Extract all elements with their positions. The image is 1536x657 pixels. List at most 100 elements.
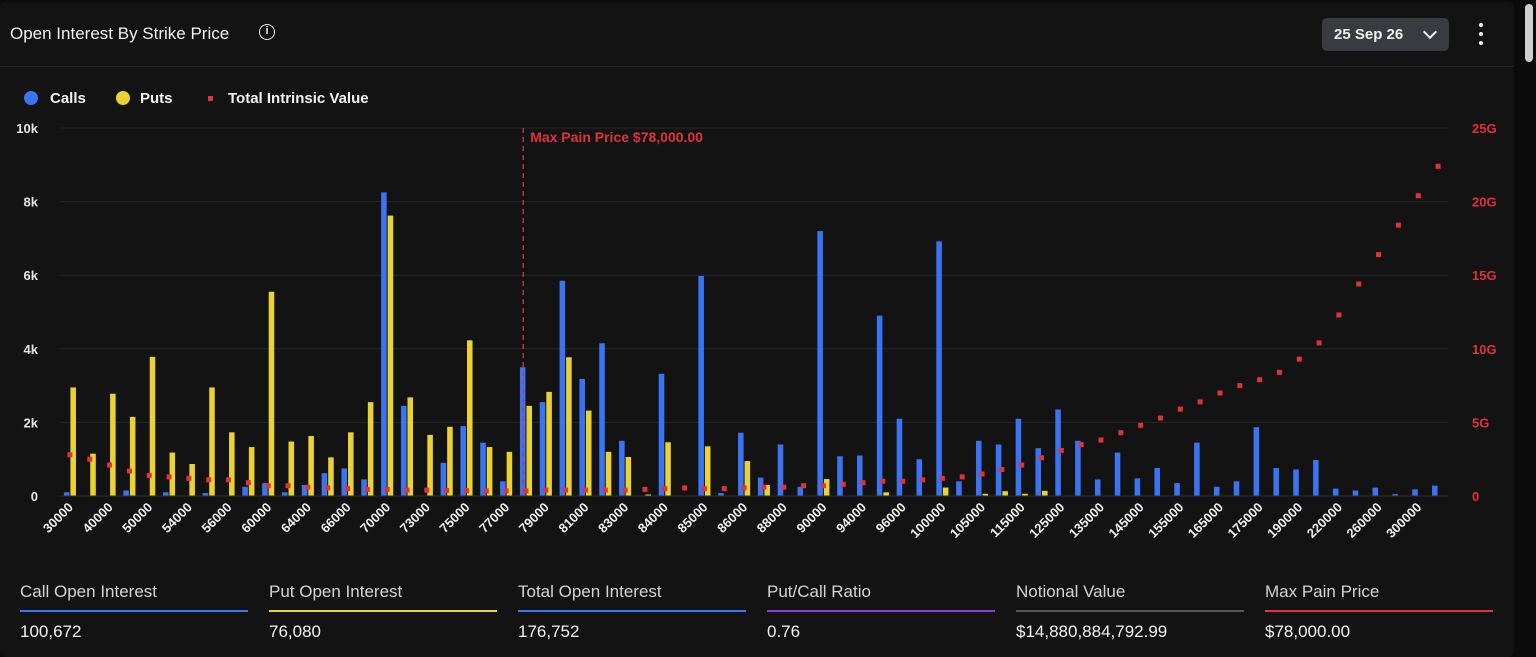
stat-label: Call Open Interest bbox=[20, 582, 158, 601]
intrinsic-value-point bbox=[1435, 163, 1441, 169]
call-bar bbox=[579, 378, 585, 496]
intrinsic-value-point bbox=[682, 485, 688, 491]
stat-card: Call Open Interest 100,672 bbox=[20, 572, 248, 652]
put-bar bbox=[169, 452, 176, 496]
open-interest-chart: 0 2k 4k 6k 8k 10k 0 5G 10G 15G 20G 25G Max Pain Pric… bbox=[16, 121, 1497, 541]
x-tick-label: 155000 bbox=[1145, 500, 1186, 541]
stat-underline bbox=[518, 610, 746, 612]
call-bar bbox=[381, 192, 387, 496]
put-bar bbox=[486, 447, 493, 496]
kebab-menu-icon[interactable] bbox=[1472, 20, 1490, 48]
x-tick-label: 66000 bbox=[317, 500, 353, 536]
stat-card: Put Open Interest 76,080 bbox=[269, 572, 497, 652]
y-tick-label-right: 20G bbox=[1472, 195, 1497, 210]
call-bar bbox=[500, 481, 506, 496]
stat-underline bbox=[767, 610, 995, 612]
intrinsic-value-point bbox=[1138, 422, 1144, 428]
call-bar bbox=[1352, 490, 1359, 496]
expiry-date-select[interactable]: 25 Sep 26 bbox=[1322, 18, 1449, 51]
expiry-date-value: 25 Sep 26 bbox=[1334, 26, 1404, 43]
call-bar bbox=[777, 444, 784, 496]
call-bar bbox=[1134, 478, 1141, 496]
intrinsic-value-point bbox=[701, 486, 707, 492]
put-bar bbox=[229, 432, 235, 496]
put-bar bbox=[585, 410, 592, 496]
intrinsic-value-point bbox=[840, 481, 846, 487]
scrollbar[interactable] bbox=[1522, 0, 1536, 657]
put-bar bbox=[189, 463, 195, 496]
puts-legend-dot bbox=[116, 91, 130, 105]
intrinsic-value-point bbox=[1118, 430, 1124, 436]
x-tick-label: 83000 bbox=[595, 500, 631, 536]
put-bar bbox=[665, 442, 671, 496]
intrinsic-value-point bbox=[226, 477, 232, 483]
x-tick-label: 75000 bbox=[436, 500, 472, 536]
y-tick-label-right: 5G bbox=[1472, 415, 1489, 430]
put-bar bbox=[526, 405, 533, 496]
put-bar bbox=[1002, 491, 1008, 496]
x-tick-label: 115000 bbox=[987, 500, 1028, 541]
call-bar bbox=[658, 373, 665, 496]
x-tick-label: 90000 bbox=[793, 500, 829, 536]
intrinsic-value-point bbox=[1157, 415, 1163, 421]
intrinsic-value-point bbox=[900, 478, 906, 484]
x-tick-label: 165000 bbox=[1185, 500, 1226, 541]
legend-label-calls: Calls bbox=[50, 90, 86, 107]
intrinsic-value-point bbox=[1019, 462, 1025, 468]
x-tick-label: 70000 bbox=[357, 500, 393, 536]
x-tick-label: 125000 bbox=[1026, 500, 1067, 541]
intrinsic-value-point bbox=[880, 478, 886, 484]
intrinsic-value-point bbox=[503, 488, 509, 494]
intrinsic-value-point bbox=[523, 488, 529, 494]
y-tick-label-left: 0 bbox=[31, 489, 38, 504]
intrinsic-value-point bbox=[424, 487, 430, 493]
call-bar bbox=[123, 490, 129, 496]
x-tick-label: 73000 bbox=[397, 500, 433, 536]
intrinsic-value-point bbox=[1197, 399, 1203, 405]
stat-value: 0.76 bbox=[767, 622, 801, 641]
put-bar bbox=[427, 434, 433, 496]
call-bar bbox=[817, 231, 823, 496]
call-bar bbox=[361, 479, 367, 496]
x-tick-label: 96000 bbox=[873, 500, 909, 536]
call-bar bbox=[539, 402, 546, 496]
intrinsic-value-point bbox=[67, 452, 73, 458]
intrinsic-value-point bbox=[285, 483, 291, 489]
stat-label: Put Open Interest bbox=[269, 582, 403, 601]
call-bar bbox=[559, 280, 566, 496]
intrinsic-value-point bbox=[325, 485, 331, 491]
intrinsic-value-point bbox=[1415, 193, 1421, 199]
call-bar bbox=[619, 440, 625, 496]
call-bar bbox=[698, 275, 704, 496]
call-bar bbox=[1114, 452, 1121, 496]
intrinsic-value-point bbox=[801, 483, 807, 489]
call-bar bbox=[1213, 486, 1220, 496]
put-bar bbox=[387, 215, 394, 497]
x-tick-label: 60000 bbox=[238, 500, 274, 536]
intrinsic-value-point bbox=[543, 487, 549, 493]
chart-title: Open Interest By Strike Price bbox=[10, 24, 230, 43]
y-tick-label-right: 10G bbox=[1472, 342, 1497, 357]
put-bar bbox=[704, 446, 711, 496]
x-tick-label: 135000 bbox=[1066, 500, 1107, 541]
intrinsic-value-point bbox=[999, 467, 1005, 473]
y-tick-label-right: 15G bbox=[1472, 268, 1497, 283]
x-tick-label: 88000 bbox=[754, 500, 790, 536]
intrinsic-value-point bbox=[741, 485, 747, 491]
put-bar bbox=[447, 426, 453, 496]
stats-row: Call Open Interest 100,672 Put Open Intere… bbox=[0, 572, 1514, 657]
info-icon[interactable]: i bbox=[259, 24, 275, 40]
stat-card: Put/Call Ratio 0.76 bbox=[767, 572, 995, 652]
put-bar bbox=[328, 457, 334, 496]
intrinsic-value-point bbox=[1316, 340, 1322, 346]
put-bar bbox=[149, 356, 156, 496]
put-bar bbox=[625, 456, 632, 496]
x-tick-label: 77000 bbox=[476, 500, 512, 536]
put-bar bbox=[348, 432, 354, 496]
call-bar bbox=[1273, 468, 1279, 496]
scrollbar-thumb[interactable] bbox=[1525, 4, 1533, 62]
stat-card: Notional Value $14,880,884,792.99 bbox=[1016, 572, 1244, 652]
x-tick-label: 84000 bbox=[635, 500, 671, 536]
call-bar bbox=[163, 492, 169, 496]
